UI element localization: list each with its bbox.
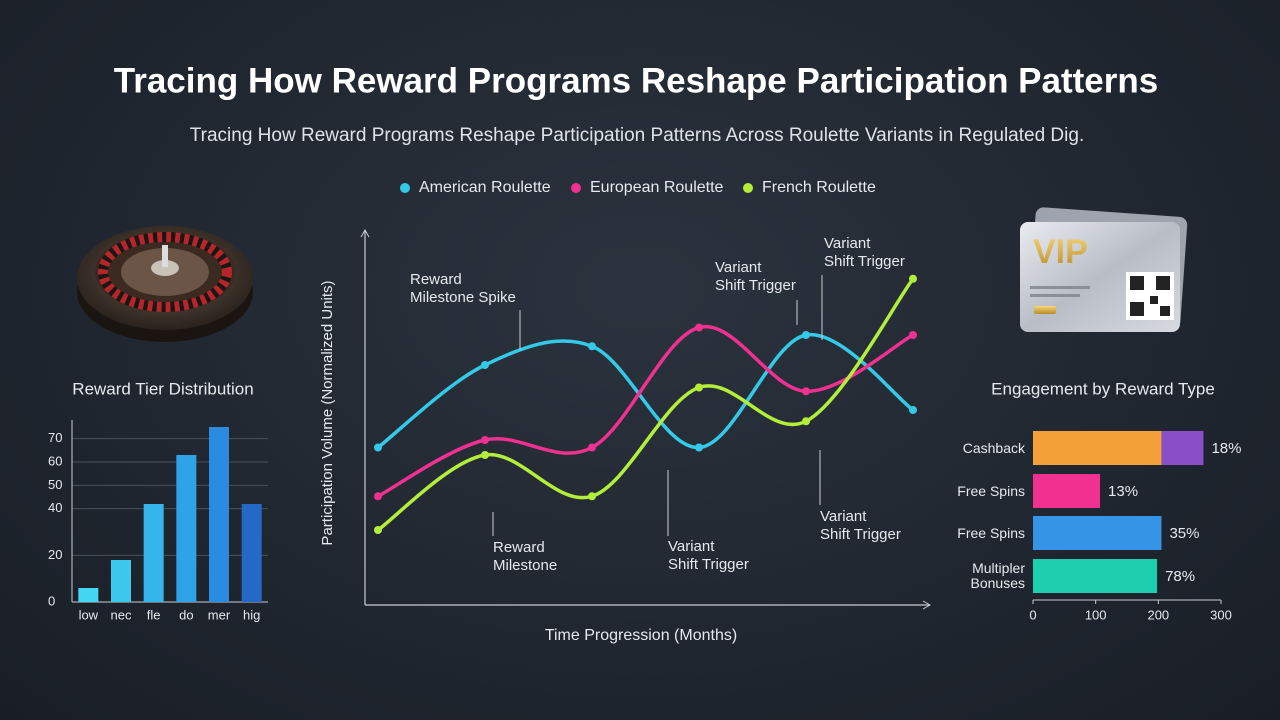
bar-segment bbox=[1033, 474, 1101, 508]
annotation: Reward bbox=[410, 271, 462, 288]
data-point bbox=[481, 451, 489, 459]
axis-arrow bbox=[360, 228, 370, 238]
y-tick-label: 20 bbox=[48, 547, 62, 562]
data-point bbox=[909, 331, 917, 339]
annotation: Variant bbox=[820, 508, 867, 525]
data-point bbox=[588, 443, 596, 452]
bar bbox=[143, 504, 164, 602]
bar bbox=[176, 455, 197, 602]
annotation: Reward bbox=[493, 539, 545, 556]
annotation: Milestone Spike bbox=[410, 289, 516, 306]
x-tick-label: 200 bbox=[1147, 607, 1169, 622]
data-point bbox=[695, 443, 703, 452]
y-tick-label: 40 bbox=[48, 500, 62, 515]
vip-card-illustration: VIP bbox=[1020, 207, 1188, 332]
axis-arrow bbox=[922, 600, 932, 610]
bar-annotation: 78% bbox=[1165, 568, 1195, 585]
y-tick-label: 70 bbox=[48, 430, 62, 445]
y-tick-label: 60 bbox=[48, 453, 62, 468]
x-tick-label: 300 bbox=[1210, 607, 1232, 622]
legend-marker bbox=[743, 183, 753, 193]
data-point bbox=[481, 361, 489, 369]
x-tick-label: mer bbox=[208, 607, 231, 622]
data-point bbox=[695, 323, 703, 332]
y-tick-label: 0 bbox=[48, 593, 55, 608]
legend-label: French Roulette bbox=[762, 179, 876, 196]
x-tick-label: nec bbox=[111, 607, 132, 622]
bar bbox=[241, 504, 262, 602]
data-point bbox=[695, 383, 703, 392]
category-label: Cashback bbox=[962, 439, 1025, 456]
bar bbox=[209, 427, 229, 602]
category-label: Multipler Bonuses bbox=[970, 560, 1025, 591]
data-point bbox=[802, 331, 810, 339]
data-point bbox=[909, 274, 917, 283]
annotation: Shift Trigger bbox=[715, 277, 796, 294]
annotation: Shift Trigger bbox=[820, 526, 901, 543]
chart-title: Engagement by Reward Type bbox=[991, 379, 1215, 398]
category-label: Free Spins bbox=[957, 482, 1025, 499]
legend-marker bbox=[400, 183, 410, 193]
data-point bbox=[374, 526, 382, 534]
data-point bbox=[802, 387, 810, 396]
bar-annotation: 13% bbox=[1108, 483, 1138, 500]
vip-label: VIP bbox=[1033, 233, 1088, 271]
x-tick-label: do bbox=[179, 607, 193, 622]
data-point bbox=[909, 406, 917, 414]
page-subtitle: Tracing How Reward Programs Reshape Part… bbox=[190, 125, 1084, 146]
data-point bbox=[588, 492, 596, 501]
page-title: Tracing How Reward Programs Reshape Part… bbox=[114, 61, 1158, 100]
category-label: Free Spins bbox=[957, 524, 1025, 541]
legend-label: American Roulette bbox=[419, 179, 551, 196]
legend-label: European Roulette bbox=[590, 179, 724, 196]
bar-segment bbox=[1033, 559, 1158, 593]
annotation: Variant bbox=[668, 538, 715, 555]
x-axis-label: Time Progression (Months) bbox=[545, 627, 737, 644]
bar-segment bbox=[1033, 431, 1162, 465]
bar-segment bbox=[1033, 516, 1162, 550]
data-point bbox=[374, 492, 382, 501]
annotation: Shift Trigger bbox=[824, 253, 905, 270]
x-tick-label: low bbox=[79, 607, 99, 622]
bar-annotation: 35% bbox=[1169, 525, 1199, 542]
annotation: Variant bbox=[824, 235, 871, 252]
roulette-illustration bbox=[77, 226, 253, 342]
y-axis-label: Participation Volume (Normalized Units) bbox=[319, 280, 336, 545]
chart-title: Reward Tier Distribution bbox=[72, 379, 253, 398]
x-tick-label: 100 bbox=[1085, 607, 1107, 622]
data-point bbox=[374, 443, 382, 452]
data-point bbox=[802, 417, 810, 426]
data-point bbox=[588, 342, 596, 351]
annotation: Shift Trigger bbox=[668, 556, 749, 573]
bar bbox=[78, 588, 99, 602]
series-line bbox=[376, 333, 915, 450]
annotation: Variant bbox=[715, 259, 762, 276]
x-tick-label: 0 bbox=[1029, 607, 1036, 622]
x-tick-label: fle bbox=[147, 607, 161, 622]
x-tick-label: hig bbox=[243, 607, 260, 622]
bar-segment bbox=[1161, 431, 1204, 465]
bar-annotation: 18% bbox=[1211, 440, 1241, 457]
series-line bbox=[377, 324, 914, 498]
data-point bbox=[481, 436, 489, 444]
annotation: Milestone bbox=[493, 557, 557, 574]
y-tick-label: 50 bbox=[48, 477, 62, 492]
series-line bbox=[376, 277, 915, 532]
legend-marker bbox=[571, 183, 581, 193]
bar bbox=[111, 560, 131, 602]
